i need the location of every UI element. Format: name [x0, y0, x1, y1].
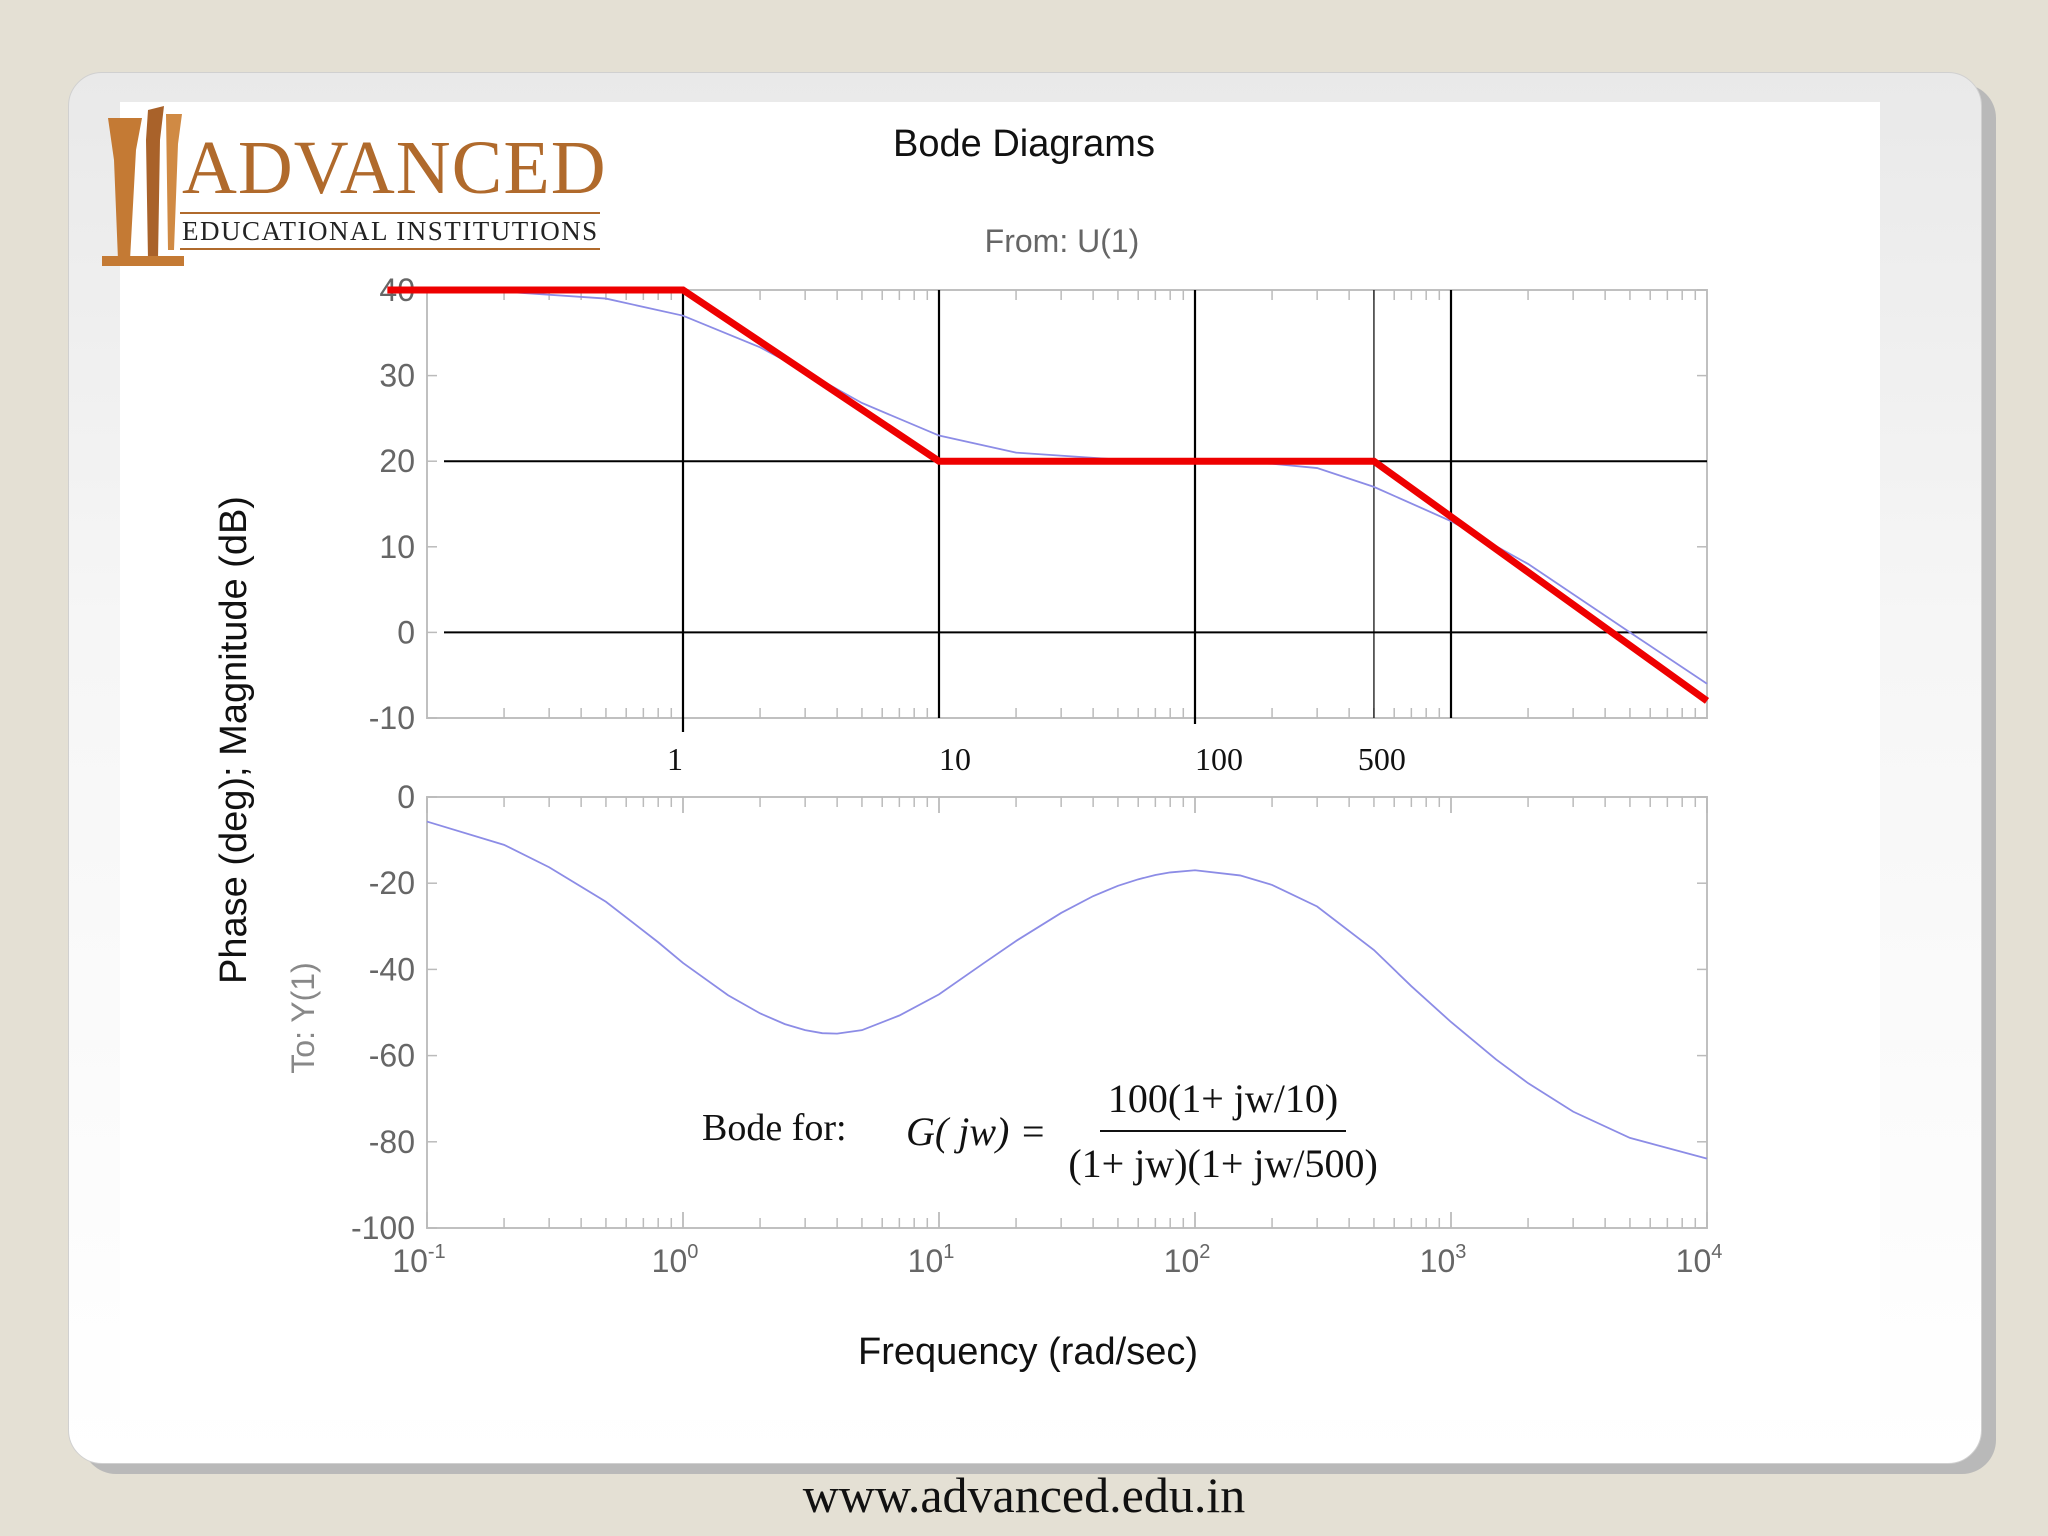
magnitude-frame [426, 289, 1708, 719]
formula-fraction: 100(1+ jw/10) (1+ jw)(1+ jw/500) [1060, 1075, 1386, 1187]
y-axis-secondary-label: To: Y(1) [285, 962, 321, 1073]
transfer-function: G( jw) = 100(1+ jw/10) (1+ jw)(1+ jw/500… [906, 1076, 1386, 1186]
y-tick-label: -20 [369, 865, 415, 901]
y-tick-label: 0 [397, 779, 415, 815]
x-axis-label: Frequency (rad/sec) [858, 1331, 1198, 1373]
phase-frame [426, 796, 1708, 1229]
y-tick-label: 0 [397, 614, 415, 650]
logo-emblem-icon [102, 106, 184, 266]
logo: ADVANCED EDUCATIONAL INSTITUTIONS [102, 100, 606, 270]
logo-subtitle: EDUCATIONAL INSTITUTIONS [182, 216, 599, 246]
y-tick-label: -100 [351, 1210, 415, 1246]
y-tick-label: 10 [379, 529, 415, 565]
breakpoint-label: 100 [1195, 741, 1243, 777]
formula-label: Bode for: [702, 1107, 847, 1149]
y-tick-label: -10 [369, 700, 415, 736]
logo-wordmark: ADVANCED [182, 126, 607, 210]
breakpoint-label: 500 [1358, 741, 1406, 777]
phase-curve [426, 820, 1708, 1160]
logo-divider [180, 212, 600, 214]
y-tick-label: 30 [379, 358, 415, 394]
x-tick-label: 10-1 [392, 1241, 445, 1279]
chart-title: Bode Diagrams [893, 123, 1155, 165]
magnitude-exact-curve [426, 289, 1708, 685]
logo-underline [180, 248, 600, 250]
formula-denominator: (1+ jw)(1+ jw/500) [1068, 1141, 1378, 1186]
footer-url: www.advanced.edu.in [802, 1467, 1246, 1523]
y-tick-label: -40 [369, 951, 415, 987]
formula-lhs: G( jw) = [906, 1108, 1047, 1154]
chart-subtitle: From: U(1) [985, 223, 1140, 259]
x-tick-label: 102 [1164, 1241, 1211, 1279]
formula-numerator: 100(1+ jw/10) [1099, 1075, 1347, 1132]
magnitude-asymptote [387, 286, 1710, 704]
slide-canvas [120, 102, 1880, 1420]
y-tick-label: -80 [369, 1124, 415, 1160]
y-tick-label: -60 [369, 1038, 415, 1074]
x-tick-label: 100 [652, 1241, 699, 1279]
breakpoint-label: 1 [667, 741, 683, 777]
x-tick-label: 101 [908, 1241, 955, 1279]
x-tick-label: 104 [1676, 1241, 1723, 1279]
y-tick-label: 20 [379, 443, 415, 479]
x-tick-label: 103 [1420, 1241, 1467, 1279]
y-axis-label: Phase (deg); Magnitude (dB) [213, 496, 255, 984]
breakpoint-label: 10 [939, 741, 971, 777]
